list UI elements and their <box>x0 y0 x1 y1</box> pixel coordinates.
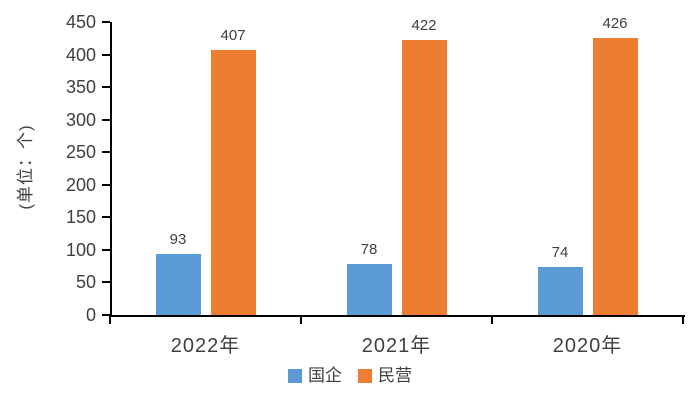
legend-item: 国企 <box>288 366 342 386</box>
y-tick-mark <box>102 281 110 284</box>
y-tick-mark <box>102 118 110 121</box>
legend-item: 民营 <box>358 366 412 386</box>
y-tick-mark <box>102 183 110 186</box>
y-tick-mark <box>102 151 110 154</box>
y-axis-title: (单位：个) <box>16 124 35 210</box>
x-category-label: 2021年 <box>361 335 432 357</box>
legend-swatch <box>288 369 302 383</box>
y-tick-label: 250 <box>65 142 96 163</box>
y-tick-mark <box>102 53 110 56</box>
legend-swatch <box>358 369 372 383</box>
legend: 国企 民营 <box>0 366 700 386</box>
x-category-label: 2020年 <box>552 335 623 357</box>
y-tick-label: 450 <box>65 12 96 32</box>
plot-area <box>110 22 685 317</box>
y-tick-mark <box>102 21 110 23</box>
y-tick-label: 150 <box>65 207 96 228</box>
y-tick-label: 400 <box>65 44 96 65</box>
x-category-label: 2022年 <box>170 335 241 357</box>
legend-label: 民营 <box>378 366 412 385</box>
y-tick-label: 50 <box>75 272 96 293</box>
y-tick-label: 100 <box>65 239 96 260</box>
y-tick-mark <box>102 314 110 316</box>
legend-label: 国企 <box>308 366 342 385</box>
y-tick-label: 300 <box>65 109 96 130</box>
y-tick-mark <box>102 248 110 251</box>
y-tick-label: 350 <box>65 77 96 98</box>
y-tick-mark <box>102 216 110 219</box>
y-tick-label: 200 <box>65 174 96 195</box>
y-tick-mark <box>102 86 110 89</box>
y-tick-label: 0 <box>85 305 96 325</box>
